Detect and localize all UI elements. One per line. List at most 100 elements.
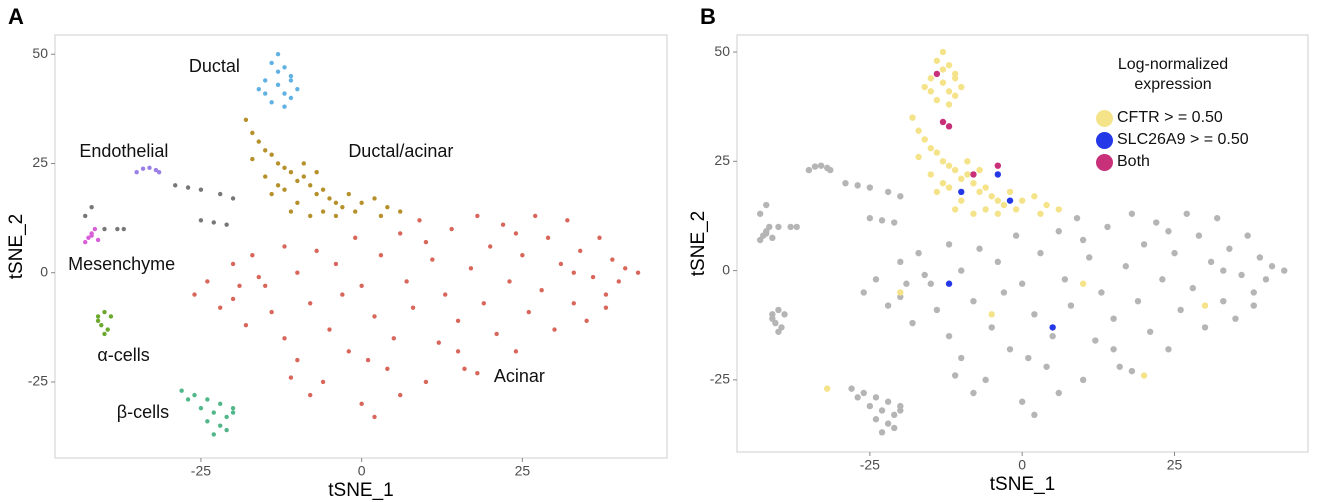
point xyxy=(610,257,615,262)
point xyxy=(897,258,904,266)
point xyxy=(945,280,953,287)
point xyxy=(860,389,867,397)
point xyxy=(958,175,965,183)
point xyxy=(346,191,351,197)
point xyxy=(224,414,229,420)
point xyxy=(1232,315,1239,322)
point xyxy=(372,414,377,420)
point xyxy=(1000,201,1008,209)
point xyxy=(1006,346,1014,353)
point xyxy=(108,314,114,319)
x-tick-label: 0 xyxy=(358,463,366,479)
point xyxy=(571,270,576,275)
point xyxy=(951,75,959,82)
point xyxy=(539,287,544,293)
point xyxy=(443,292,448,297)
point xyxy=(275,52,281,57)
point xyxy=(951,92,959,99)
point xyxy=(1043,201,1050,209)
point xyxy=(1220,267,1227,274)
point xyxy=(1086,254,1093,261)
point xyxy=(897,193,904,200)
x-tick-label: 25 xyxy=(515,463,531,479)
point xyxy=(970,210,977,217)
point xyxy=(897,407,904,414)
point xyxy=(939,66,947,73)
point xyxy=(449,226,454,232)
point xyxy=(243,117,249,122)
point xyxy=(275,69,281,74)
y-axis-label: tSNE_2 xyxy=(688,211,709,276)
point xyxy=(756,210,764,217)
point xyxy=(927,280,934,287)
point xyxy=(1250,289,1257,296)
point xyxy=(939,179,947,187)
point xyxy=(218,191,223,197)
point xyxy=(211,220,216,225)
point xyxy=(1165,228,1172,235)
point xyxy=(295,200,300,206)
point xyxy=(872,276,880,283)
point xyxy=(793,223,800,231)
point xyxy=(92,226,98,232)
point xyxy=(288,78,294,83)
point xyxy=(263,148,268,153)
point xyxy=(964,158,971,165)
point xyxy=(1207,258,1215,266)
x-tick-label: -25 xyxy=(191,463,211,479)
point xyxy=(854,182,861,189)
point xyxy=(314,170,319,175)
point xyxy=(153,167,159,173)
point xyxy=(185,185,191,190)
point xyxy=(1201,302,1209,309)
point xyxy=(1122,263,1129,270)
point xyxy=(340,204,345,210)
point xyxy=(939,158,947,165)
point xyxy=(988,324,995,331)
point xyxy=(866,184,874,191)
point xyxy=(95,318,101,323)
y-tick-label: 50 xyxy=(714,43,730,59)
point xyxy=(603,292,609,297)
legend-label: Both xyxy=(1117,153,1150,170)
point xyxy=(173,183,178,188)
point xyxy=(333,213,339,219)
point xyxy=(878,217,886,224)
point xyxy=(275,82,281,88)
point xyxy=(436,340,441,345)
point xyxy=(1104,223,1111,231)
point xyxy=(884,188,892,196)
y-tick-label: 0 xyxy=(40,263,48,279)
point xyxy=(488,244,493,249)
point xyxy=(1238,271,1245,279)
point xyxy=(1177,306,1184,314)
cluster-label: Endothelial xyxy=(79,141,168,161)
x-tick-label: 0 xyxy=(1018,457,1026,473)
x-axis-label: tSNE_1 xyxy=(328,480,393,501)
point xyxy=(192,292,197,297)
point xyxy=(1079,376,1087,384)
point xyxy=(378,253,384,258)
point xyxy=(884,302,892,309)
point xyxy=(301,174,306,179)
point xyxy=(256,86,261,92)
point xyxy=(423,239,429,245)
point xyxy=(224,222,229,227)
point xyxy=(545,235,551,240)
point xyxy=(805,166,813,174)
point xyxy=(1134,297,1142,305)
point xyxy=(939,48,947,56)
point xyxy=(462,366,467,372)
point xyxy=(185,397,191,402)
point xyxy=(558,261,564,267)
point xyxy=(282,336,287,341)
point xyxy=(988,193,995,200)
point xyxy=(775,328,782,335)
point xyxy=(417,218,422,223)
point xyxy=(263,174,268,179)
point xyxy=(1012,206,1020,213)
point xyxy=(372,196,377,201)
point xyxy=(95,237,101,243)
